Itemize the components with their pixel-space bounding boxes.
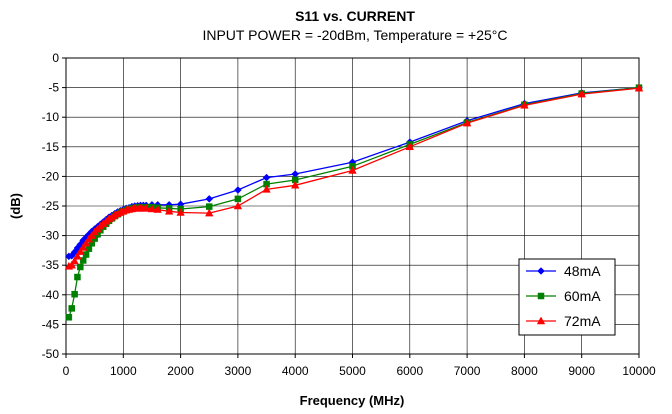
data-point [71,290,78,298]
legend-items: 48mA 60mA 72mA [526,263,601,329]
y-tick-label: -25 [42,199,60,213]
data-point [462,118,472,127]
x-tick-label: 9000 [568,364,595,378]
chart-title: S11 vs. CURRENT [295,8,415,24]
legend-marker [536,316,546,325]
legend-marker [537,292,545,300]
data-point [164,206,174,215]
x-tick-label: 2000 [167,364,194,378]
data-point [73,251,82,260]
data-point [577,89,586,98]
data-point [234,195,242,203]
data-point [147,204,157,213]
x-tick-label: 4000 [282,364,309,378]
y-tick-label: -45 [42,317,60,331]
series-72mA [64,83,644,270]
y-tick-labels: 0 -5 -10 -15 -20 -25 -30 -35 -40 -45 -50 [42,51,66,361]
y-tick-label: -5 [48,81,59,95]
data-point [520,100,529,109]
data-point [348,165,357,174]
x-tick-labels: 0 1000 2000 3000 4000 5000 6000 7000 8000 9000 100… [63,354,656,378]
data-point [141,203,151,212]
data-point [67,260,76,269]
data-point [70,256,79,265]
data-point [205,208,214,217]
data-point [74,273,81,281]
y-tick-label: -40 [42,288,60,302]
legend: 48mA 60mA 72mA [518,258,616,336]
data-point [233,201,243,210]
data-point [77,263,84,271]
legend-label: 48mA [564,263,601,279]
data-point [76,247,85,255]
x-tick-label: 3000 [225,364,252,378]
data-point [290,180,300,189]
x-tick-label: 0 [63,364,70,378]
legend-label: 72mA [564,313,601,329]
y-axis-label: (dB) [8,193,23,219]
data-point [68,305,75,312]
data-point [405,142,415,151]
legend-item: 72mA [526,313,601,329]
legend-item: 48mA [526,263,601,279]
data-point [234,186,242,194]
data-point [176,207,185,216]
legend-box [518,258,616,336]
data-point [78,242,88,251]
chart-subtitle: INPUT POWER = -20dBm, Temperature = +25°… [202,27,507,43]
y-tick-label: -35 [42,258,60,272]
y-tick-label: -20 [42,169,60,183]
data-point [81,238,91,247]
x-tick-label: 6000 [396,364,423,378]
y-tick-label: -30 [42,229,60,243]
data-point [153,205,162,213]
y-tick-label: -15 [42,140,60,154]
data-point [65,314,73,321]
x-tick-label: 10000 [622,364,656,378]
data-point [205,195,214,203]
x-axis-label: Frequency (MHz) [300,393,405,408]
y-tick-label: -10 [42,110,60,124]
data-point [79,257,87,264]
x-tick-label: 5000 [339,364,366,378]
y-tick-label: -50 [42,347,60,361]
data-point [634,83,644,92]
x-tick-label: 8000 [511,364,538,378]
x-tick-label: 7000 [454,364,481,378]
legend-item: 60mA [526,288,601,304]
y-tick-label: 0 [52,51,59,65]
data-series [64,83,644,321]
legend-marker [537,267,545,275]
x-tick-label: 1000 [110,364,137,378]
legend-label: 60mA [564,288,601,304]
data-point [262,184,271,193]
